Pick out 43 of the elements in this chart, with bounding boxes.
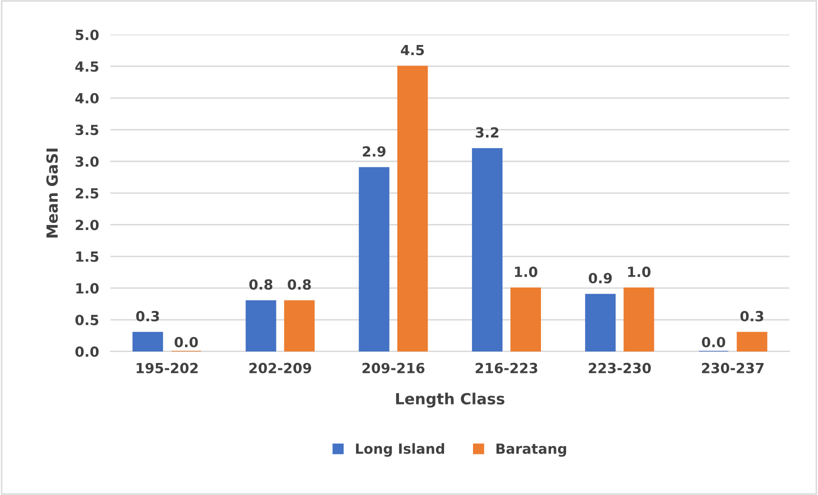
text: 3.0	[76, 156, 99, 167]
bar	[246, 300, 276, 352]
data-label: 4.5	[400, 44, 424, 56]
data-label: 2.9	[362, 146, 386, 157]
legend-label: Long Island	[356, 443, 444, 457]
x-tick-label: 209-216	[362, 362, 424, 374]
data-label: 0.0	[702, 336, 726, 348]
bar	[397, 66, 428, 352]
bar	[358, 167, 390, 352]
y-axis-title: Mean GaSI	[46, 148, 58, 238]
data-label: 0.0	[174, 336, 198, 348]
text: 1.0	[76, 283, 99, 294]
text: 1.5	[76, 252, 98, 262]
legend-label: Baratang	[496, 444, 566, 457]
data-label: 0.3	[740, 310, 764, 322]
text: 4.5	[75, 61, 98, 72]
x-tick-label: 216-223	[476, 362, 538, 374]
x-tick-label: 202-209	[249, 362, 312, 374]
data-label: 1.0	[628, 266, 651, 278]
text: 2.5	[76, 188, 98, 199]
data-label: 1.0	[514, 266, 538, 278]
text: 5.0	[76, 30, 99, 40]
text: 0.0	[75, 346, 99, 357]
bar	[510, 288, 541, 352]
data-label: 0.3	[136, 310, 159, 322]
data-label: 0.8	[288, 279, 311, 290]
text: 3.5	[76, 124, 98, 136]
x-tick-label: 223-230	[588, 362, 651, 374]
text: 0.5	[75, 314, 98, 326]
data-label: 0.8	[249, 279, 272, 290]
bar	[284, 300, 315, 352]
bar	[585, 294, 616, 352]
text: 2.0	[76, 220, 99, 230]
bar	[736, 332, 768, 352]
x-tick-label: 230-237	[702, 362, 764, 374]
x-axis-title: Length Class	[396, 392, 504, 408]
bar	[624, 288, 654, 352]
text: 4.0	[75, 92, 99, 104]
bar	[472, 148, 503, 352]
data-label: 3.2	[476, 127, 498, 138]
bar	[132, 332, 164, 352]
data-label: 0.9	[588, 272, 612, 284]
x-tick-label: 195-202	[136, 362, 198, 374]
